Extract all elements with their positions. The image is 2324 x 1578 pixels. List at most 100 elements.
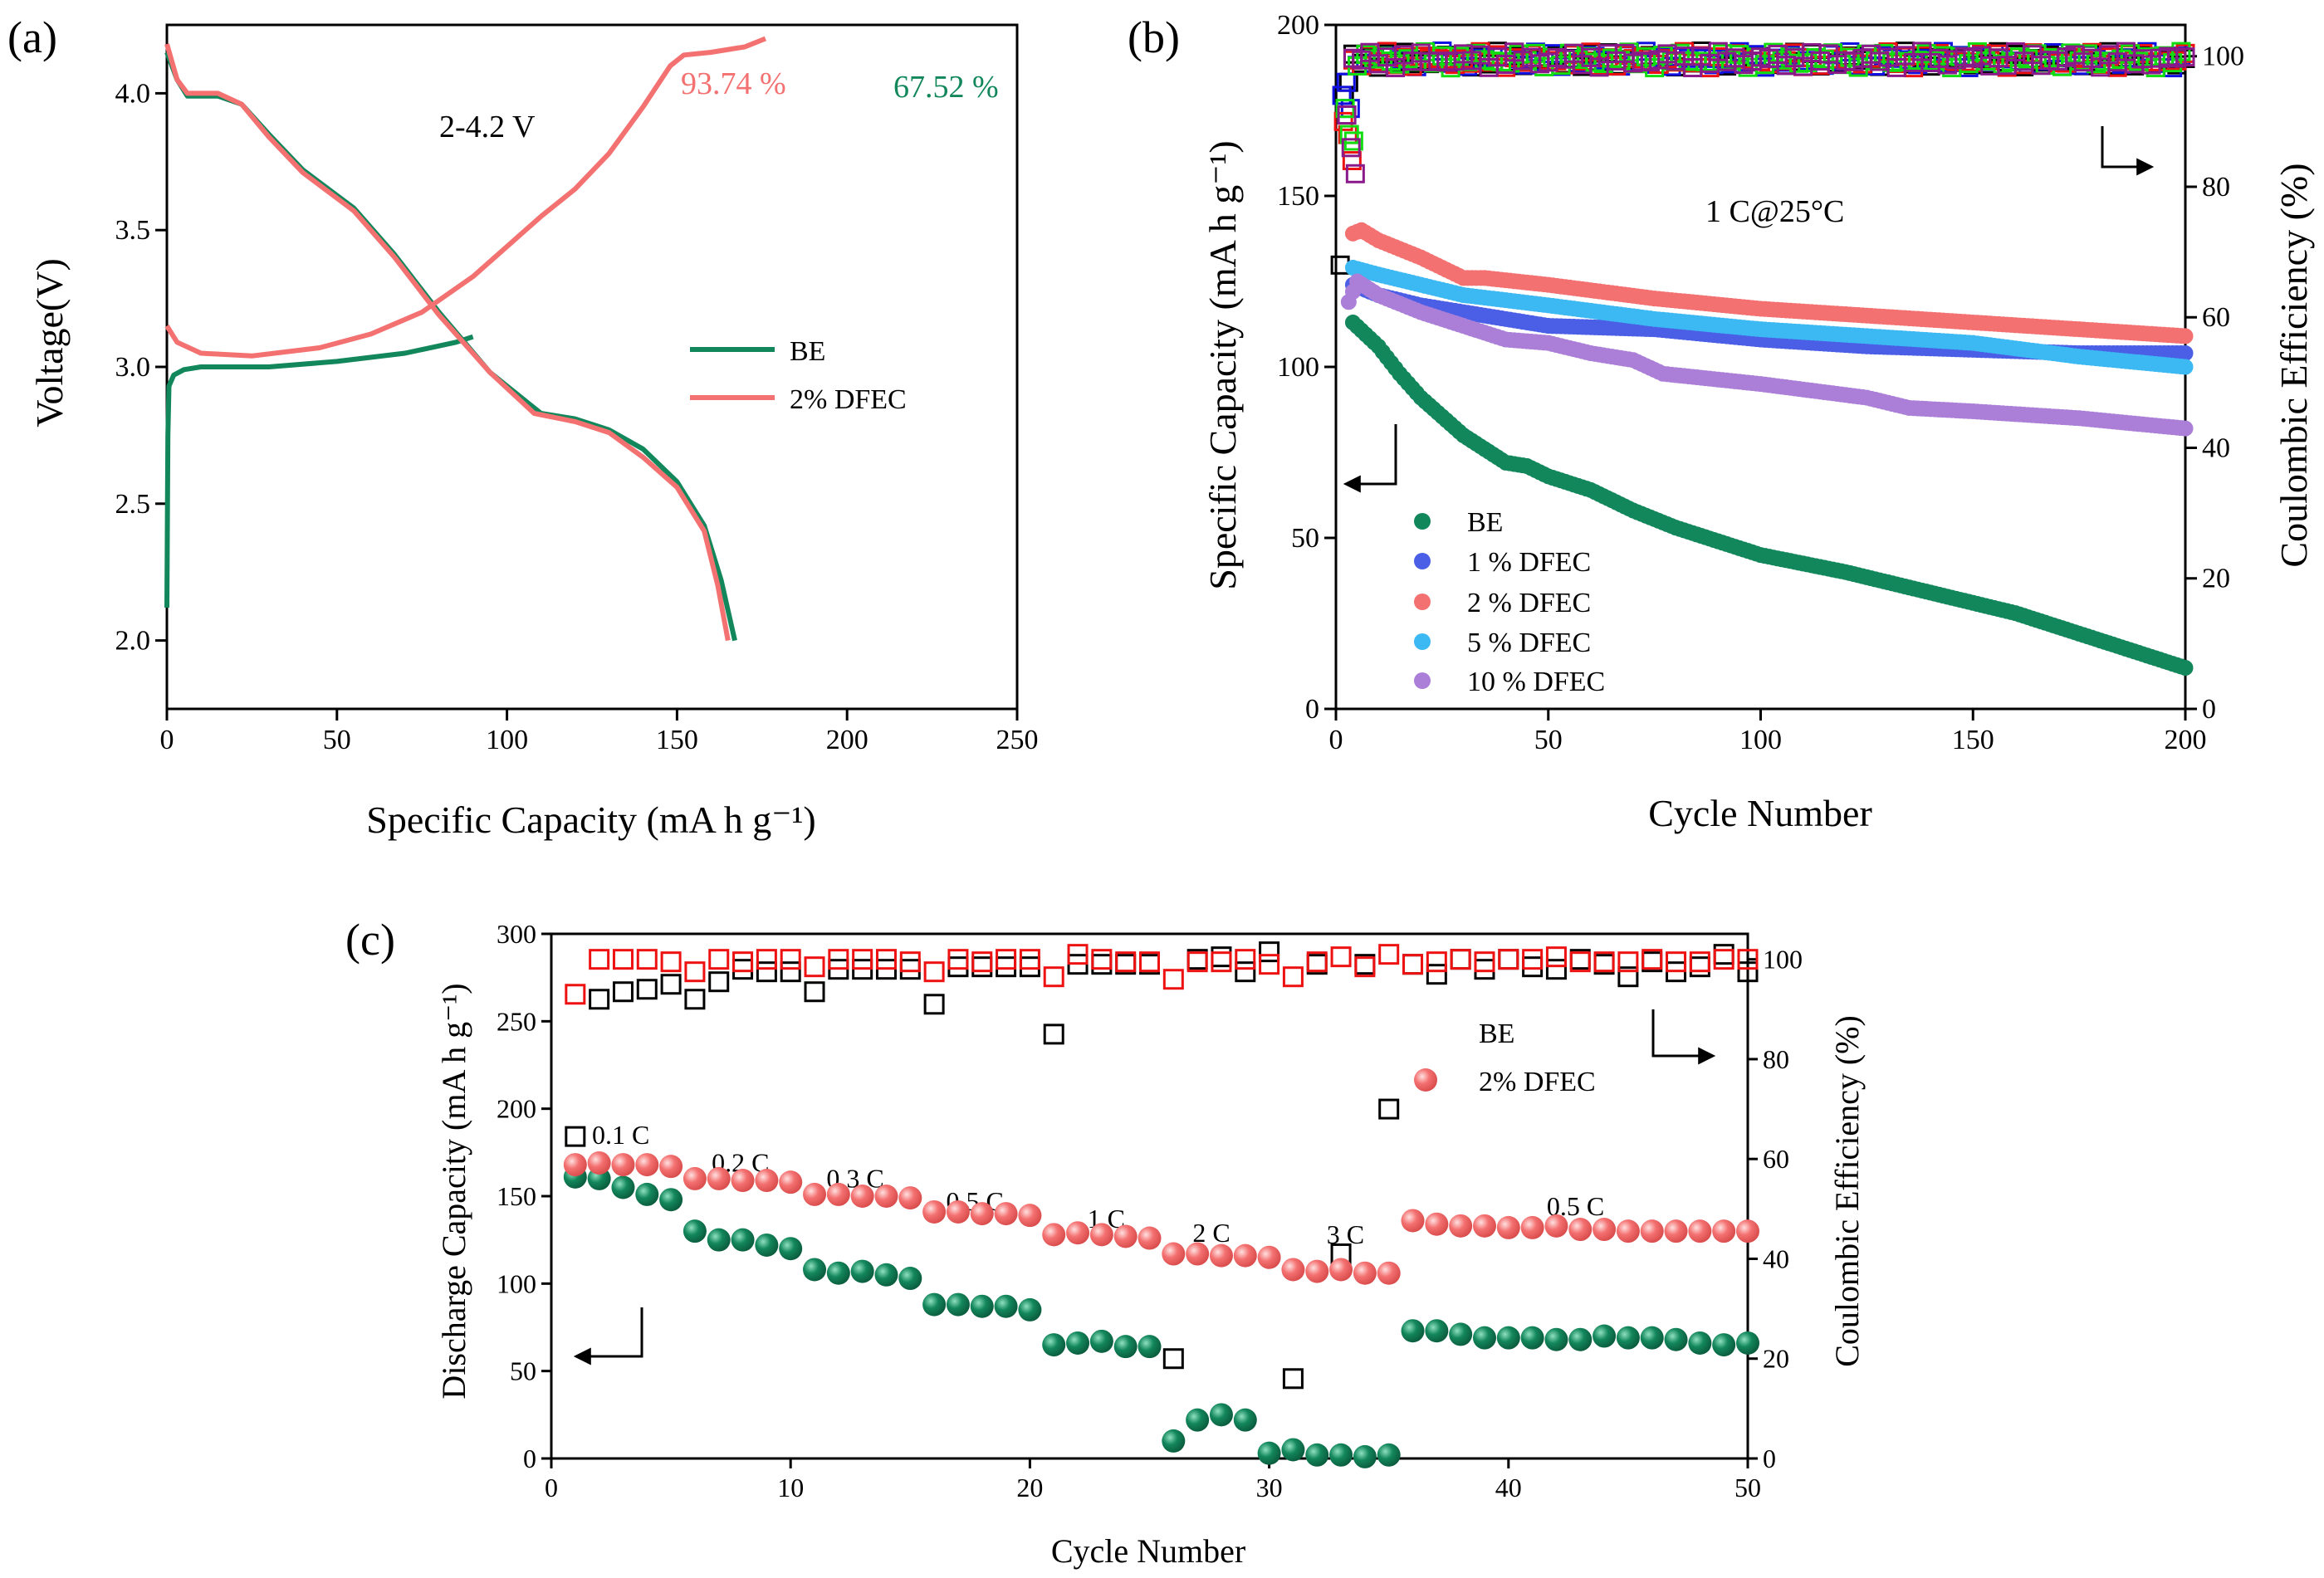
b-right-axis-arrow bbox=[2101, 126, 2155, 176]
b-y-tick-label: 0 bbox=[1305, 694, 1319, 725]
c-ce-marker bbox=[756, 961, 777, 983]
a-y-tick-label: 2.0 bbox=[115, 626, 151, 657]
c-capacity-point bbox=[755, 1233, 779, 1257]
b-legend-label-2: 2 % DFEC bbox=[1467, 588, 1591, 618]
b-y2-tick-label: 20 bbox=[2202, 564, 2230, 594]
c-y-tick-label: 300 bbox=[497, 919, 536, 949]
c-capacity-point bbox=[1113, 1335, 1138, 1359]
c-capacity-point bbox=[1186, 1242, 1210, 1266]
c-capacity-point bbox=[970, 1202, 994, 1226]
b-ce-marker bbox=[1345, 164, 1365, 183]
a-x-tick-label: 100 bbox=[486, 725, 528, 755]
c-rate-label: 0.1 C bbox=[592, 1120, 649, 1150]
b-capacity-point bbox=[2177, 420, 2194, 437]
c-ce-marker bbox=[1067, 944, 1089, 965]
c-capacity-point bbox=[1353, 1261, 1377, 1285]
c-capacity-point bbox=[874, 1185, 898, 1208]
c-capacity-point bbox=[1401, 1319, 1425, 1343]
c-capacity-point bbox=[1520, 1215, 1544, 1239]
c-capacity-point bbox=[1472, 1214, 1496, 1238]
c-ce-marker bbox=[1545, 946, 1567, 968]
c-ce-marker bbox=[589, 949, 610, 970]
c-y2-tick-label: 40 bbox=[1763, 1243, 1789, 1273]
c-capacity-point bbox=[1162, 1242, 1186, 1266]
c-ce-marker bbox=[565, 984, 586, 1005]
c-capacity-point bbox=[1329, 1258, 1353, 1282]
c-capacity-point bbox=[898, 1267, 922, 1291]
c-ce-marker bbox=[565, 1126, 586, 1147]
c-legend-marker-dfec bbox=[1414, 1068, 1437, 1092]
c-y-tick-label: 0 bbox=[523, 1444, 536, 1473]
a-y-tick-label: 4.0 bbox=[115, 78, 151, 109]
c-capacity-point bbox=[1162, 1429, 1186, 1453]
c-right-axis-arrow bbox=[1651, 1009, 1716, 1065]
c-ce-marker bbox=[1378, 1098, 1400, 1120]
c-ce-marker bbox=[1211, 951, 1232, 973]
c-capacity-point bbox=[635, 1153, 659, 1177]
a-x-tick-label: 0 bbox=[160, 725, 174, 755]
b-ce-marker bbox=[1341, 138, 1361, 158]
a-legend-label-be: BE bbox=[790, 336, 825, 367]
c-capacity-point bbox=[683, 1166, 707, 1190]
b-legend-label-5: 5 % DFEC bbox=[1467, 628, 1591, 658]
c-ce-marker bbox=[1402, 954, 1424, 975]
c-y-tick-label: 50 bbox=[510, 1356, 536, 1386]
b-y2-tick-label: 40 bbox=[2202, 432, 2230, 463]
a-x-tick-label: 50 bbox=[323, 725, 351, 755]
c-capacity-point bbox=[1449, 1322, 1473, 1346]
c-capacity-point bbox=[611, 1175, 635, 1199]
c-capacity-point bbox=[826, 1182, 850, 1206]
c-capacity-point bbox=[587, 1151, 611, 1175]
c-ce-marker bbox=[1737, 961, 1759, 983]
b-x-tick-label: 0 bbox=[1329, 725, 1343, 755]
c-ce-marker bbox=[1593, 951, 1615, 973]
c-capacity-point bbox=[1353, 1444, 1377, 1468]
b-y-tick-label: 150 bbox=[1277, 181, 1319, 212]
c-capacity-point bbox=[1209, 1243, 1233, 1268]
c-ce-marker bbox=[1235, 949, 1256, 970]
c-capacity-point bbox=[707, 1228, 731, 1252]
b-capacity-point bbox=[2177, 328, 2194, 344]
b-capacity-point bbox=[2177, 345, 2194, 362]
a-ce-be-label: 67.52 % bbox=[893, 70, 999, 105]
c-y-tick-label: 100 bbox=[497, 1268, 536, 1298]
c-capacity-point bbox=[707, 1166, 731, 1190]
c-x-tick-label: 20 bbox=[1016, 1473, 1043, 1502]
c-capacity-point bbox=[1688, 1331, 1712, 1355]
c-capacity-point bbox=[1018, 1297, 1042, 1322]
c-capacity-point bbox=[779, 1170, 803, 1194]
c-capacity-point bbox=[1664, 1219, 1688, 1243]
c-capacity-point bbox=[1544, 1214, 1568, 1238]
c-ce-marker bbox=[1666, 951, 1687, 973]
c-capacity-point bbox=[803, 1182, 827, 1206]
c-ce-marker bbox=[1450, 949, 1471, 970]
c-ce-marker bbox=[660, 951, 682, 973]
c-capacity-point bbox=[659, 1155, 683, 1179]
c-ce-marker bbox=[1545, 959, 1567, 980]
c-ce-marker bbox=[1402, 954, 1424, 975]
c-capacity-point bbox=[922, 1292, 947, 1317]
c-capacity-point bbox=[1568, 1327, 1593, 1351]
c-ce-marker bbox=[923, 961, 945, 983]
c-capacity-point bbox=[755, 1169, 779, 1193]
c-ce-marker bbox=[828, 949, 849, 970]
c-capacity-point bbox=[1042, 1333, 1066, 1357]
c-ce-marker bbox=[1186, 951, 1208, 973]
c-ce-marker bbox=[1330, 946, 1352, 968]
c-ce-marker bbox=[1713, 949, 1734, 970]
c-capacity-point bbox=[898, 1186, 922, 1210]
c-capacity-point bbox=[1593, 1324, 1617, 1348]
c-capacity-point bbox=[994, 1294, 1018, 1318]
a-series-be-charge bbox=[164, 334, 474, 608]
c-ce-marker bbox=[971, 951, 993, 973]
c-capacity-point bbox=[922, 1199, 947, 1224]
c-capacity-point bbox=[1377, 1261, 1401, 1285]
c-capacity-point bbox=[994, 1202, 1018, 1226]
b-legend-marker bbox=[1414, 594, 1431, 610]
c-ce-marker bbox=[756, 949, 777, 970]
c-ce-marker bbox=[732, 951, 754, 973]
c-ce-marker bbox=[1713, 944, 1734, 965]
c-capacity-point bbox=[563, 1153, 587, 1177]
c-ce-marker bbox=[996, 956, 1017, 978]
b-x-tick-label: 150 bbox=[1952, 725, 1994, 755]
